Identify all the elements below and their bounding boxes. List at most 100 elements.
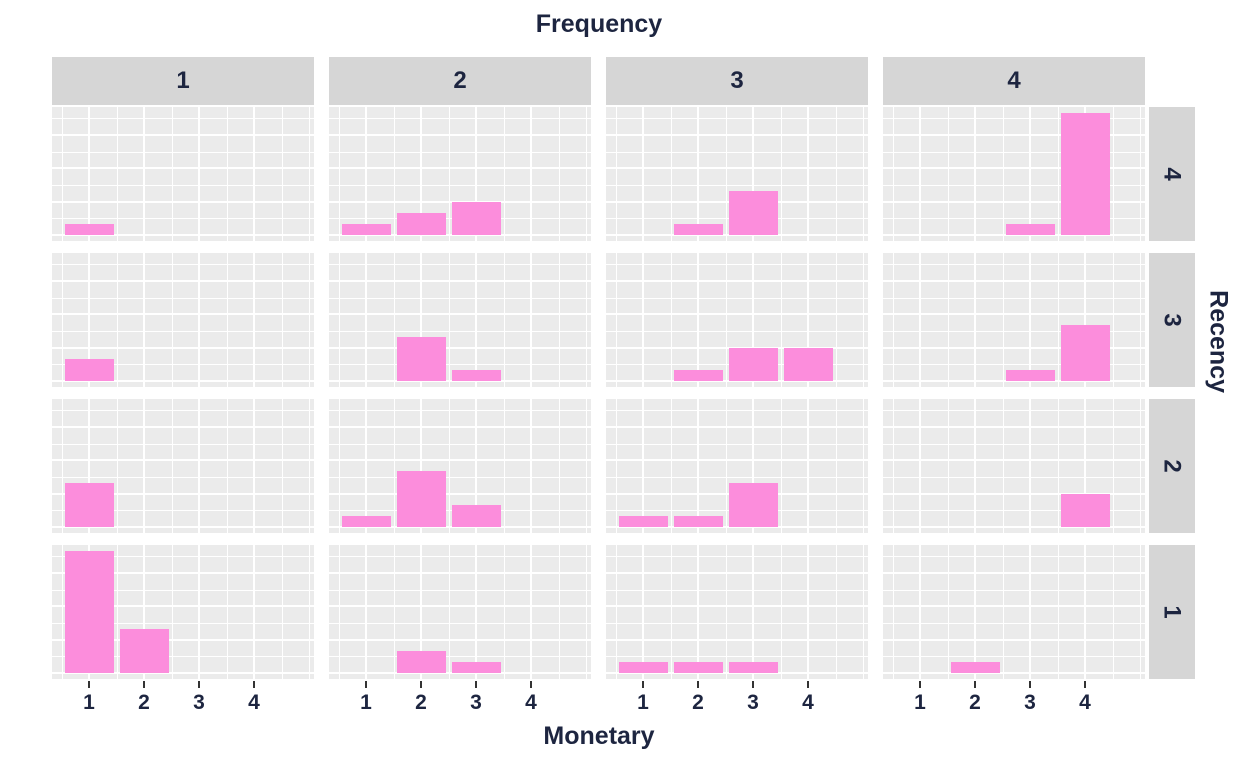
major-gridline-h	[606, 426, 868, 429]
x-axis-title: Monetary	[543, 722, 655, 750]
x-axis-tick	[752, 681, 754, 688]
histogram-bar	[728, 662, 778, 673]
minor-gridline-v	[281, 253, 283, 387]
major-gridline-v	[420, 545, 422, 679]
minor-gridline-v	[393, 107, 395, 241]
x-tick-label: 3	[747, 691, 759, 714]
minor-gridline-h	[329, 364, 591, 366]
minor-gridline-v	[558, 399, 560, 533]
major-gridline-v	[420, 107, 422, 241]
major-gridline-h	[52, 346, 314, 349]
histogram-bar	[396, 213, 446, 235]
major-gridline-v	[253, 545, 255, 679]
minor-gridline-v	[281, 107, 283, 241]
major-gridline-h	[883, 605, 1145, 608]
major-gridline-h	[606, 526, 868, 528]
minor-gridline-v	[725, 253, 727, 387]
major-gridline-h	[52, 672, 314, 674]
minor-gridline-v	[586, 399, 587, 533]
minor-gridline-v	[863, 107, 864, 241]
major-gridline-v	[88, 107, 90, 241]
major-gridline-v	[752, 545, 754, 679]
major-gridline-h	[606, 572, 868, 575]
minor-gridline-v	[393, 399, 395, 533]
major-gridline-h	[329, 638, 591, 641]
major-gridline-v	[530, 399, 532, 533]
histogram-bar	[1005, 224, 1055, 235]
major-gridline-h	[606, 638, 868, 641]
major-gridline-v	[1029, 399, 1031, 533]
minor-gridline-h	[52, 297, 314, 299]
facet-panel	[52, 545, 314, 679]
x-tick-label: 1	[360, 691, 372, 714]
minor-gridline-h	[606, 118, 868, 120]
minor-gridline-v	[61, 545, 63, 679]
minor-gridline-v	[1140, 545, 1141, 679]
minor-gridline-h	[883, 218, 1145, 220]
major-gridline-v	[253, 253, 255, 387]
minor-gridline-v	[448, 545, 450, 679]
facet-panel	[606, 545, 868, 679]
major-gridline-h	[329, 426, 591, 429]
major-gridline-v	[475, 253, 477, 387]
minor-gridline-h	[606, 443, 868, 445]
minor-gridline-v	[226, 107, 228, 241]
minor-gridline-v	[503, 107, 505, 241]
minor-gridline-v	[61, 107, 63, 241]
histogram-bar	[64, 224, 114, 235]
minor-gridline-h	[606, 331, 868, 333]
major-gridline-v	[198, 399, 200, 533]
major-gridline-v	[198, 545, 200, 679]
major-gridline-v	[475, 107, 477, 241]
minor-gridline-h	[52, 185, 314, 187]
major-gridline-v	[752, 253, 754, 387]
minor-gridline-v	[586, 253, 587, 387]
minor-gridline-v	[393, 545, 395, 679]
histogram-bar	[1060, 113, 1110, 235]
major-gridline-h	[329, 605, 591, 608]
histogram-bar	[728, 348, 778, 381]
minor-gridline-h	[52, 218, 314, 220]
minor-gridline-v	[892, 399, 894, 533]
row-facet-strip: 4	[1149, 107, 1195, 241]
major-gridline-h	[329, 459, 591, 462]
minor-gridline-v	[947, 399, 949, 533]
major-gridline-v	[88, 253, 90, 387]
minor-gridline-h	[883, 185, 1145, 187]
minor-gridline-h	[883, 151, 1145, 153]
histogram-bar	[618, 516, 668, 527]
facet-panel	[329, 399, 591, 533]
x-axis-tick	[143, 681, 145, 688]
minor-gridline-v	[892, 545, 894, 679]
minor-gridline-v	[558, 107, 560, 241]
major-gridline-v	[253, 107, 255, 241]
histogram-bar	[341, 516, 391, 527]
major-gridline-v	[807, 399, 809, 533]
minor-gridline-v	[892, 107, 894, 241]
major-gridline-h	[883, 459, 1145, 462]
major-gridline-h	[883, 167, 1145, 170]
major-gridline-h	[52, 605, 314, 608]
minor-gridline-v	[393, 253, 395, 387]
x-axis-tick	[1029, 681, 1031, 688]
minor-gridline-h	[329, 623, 591, 625]
minor-gridline-h	[883, 297, 1145, 299]
minor-gridline-v	[1002, 107, 1004, 241]
histogram-bar	[673, 516, 723, 527]
minor-gridline-h	[883, 264, 1145, 266]
major-gridline-h	[329, 526, 591, 528]
column-facet-strip: 4	[883, 57, 1145, 105]
minor-gridline-v	[670, 253, 672, 387]
minor-gridline-v	[1112, 107, 1114, 241]
minor-gridline-v	[725, 399, 727, 533]
histogram-bar	[64, 551, 114, 673]
x-tick-label: 2	[138, 691, 150, 714]
minor-gridline-v	[171, 545, 173, 679]
minor-gridline-h	[52, 589, 314, 591]
major-gridline-h	[606, 459, 868, 462]
minor-gridline-h	[52, 443, 314, 445]
major-gridline-v	[143, 107, 145, 241]
major-gridline-v	[475, 399, 477, 533]
minor-gridline-h	[883, 477, 1145, 479]
minor-gridline-h	[52, 623, 314, 625]
